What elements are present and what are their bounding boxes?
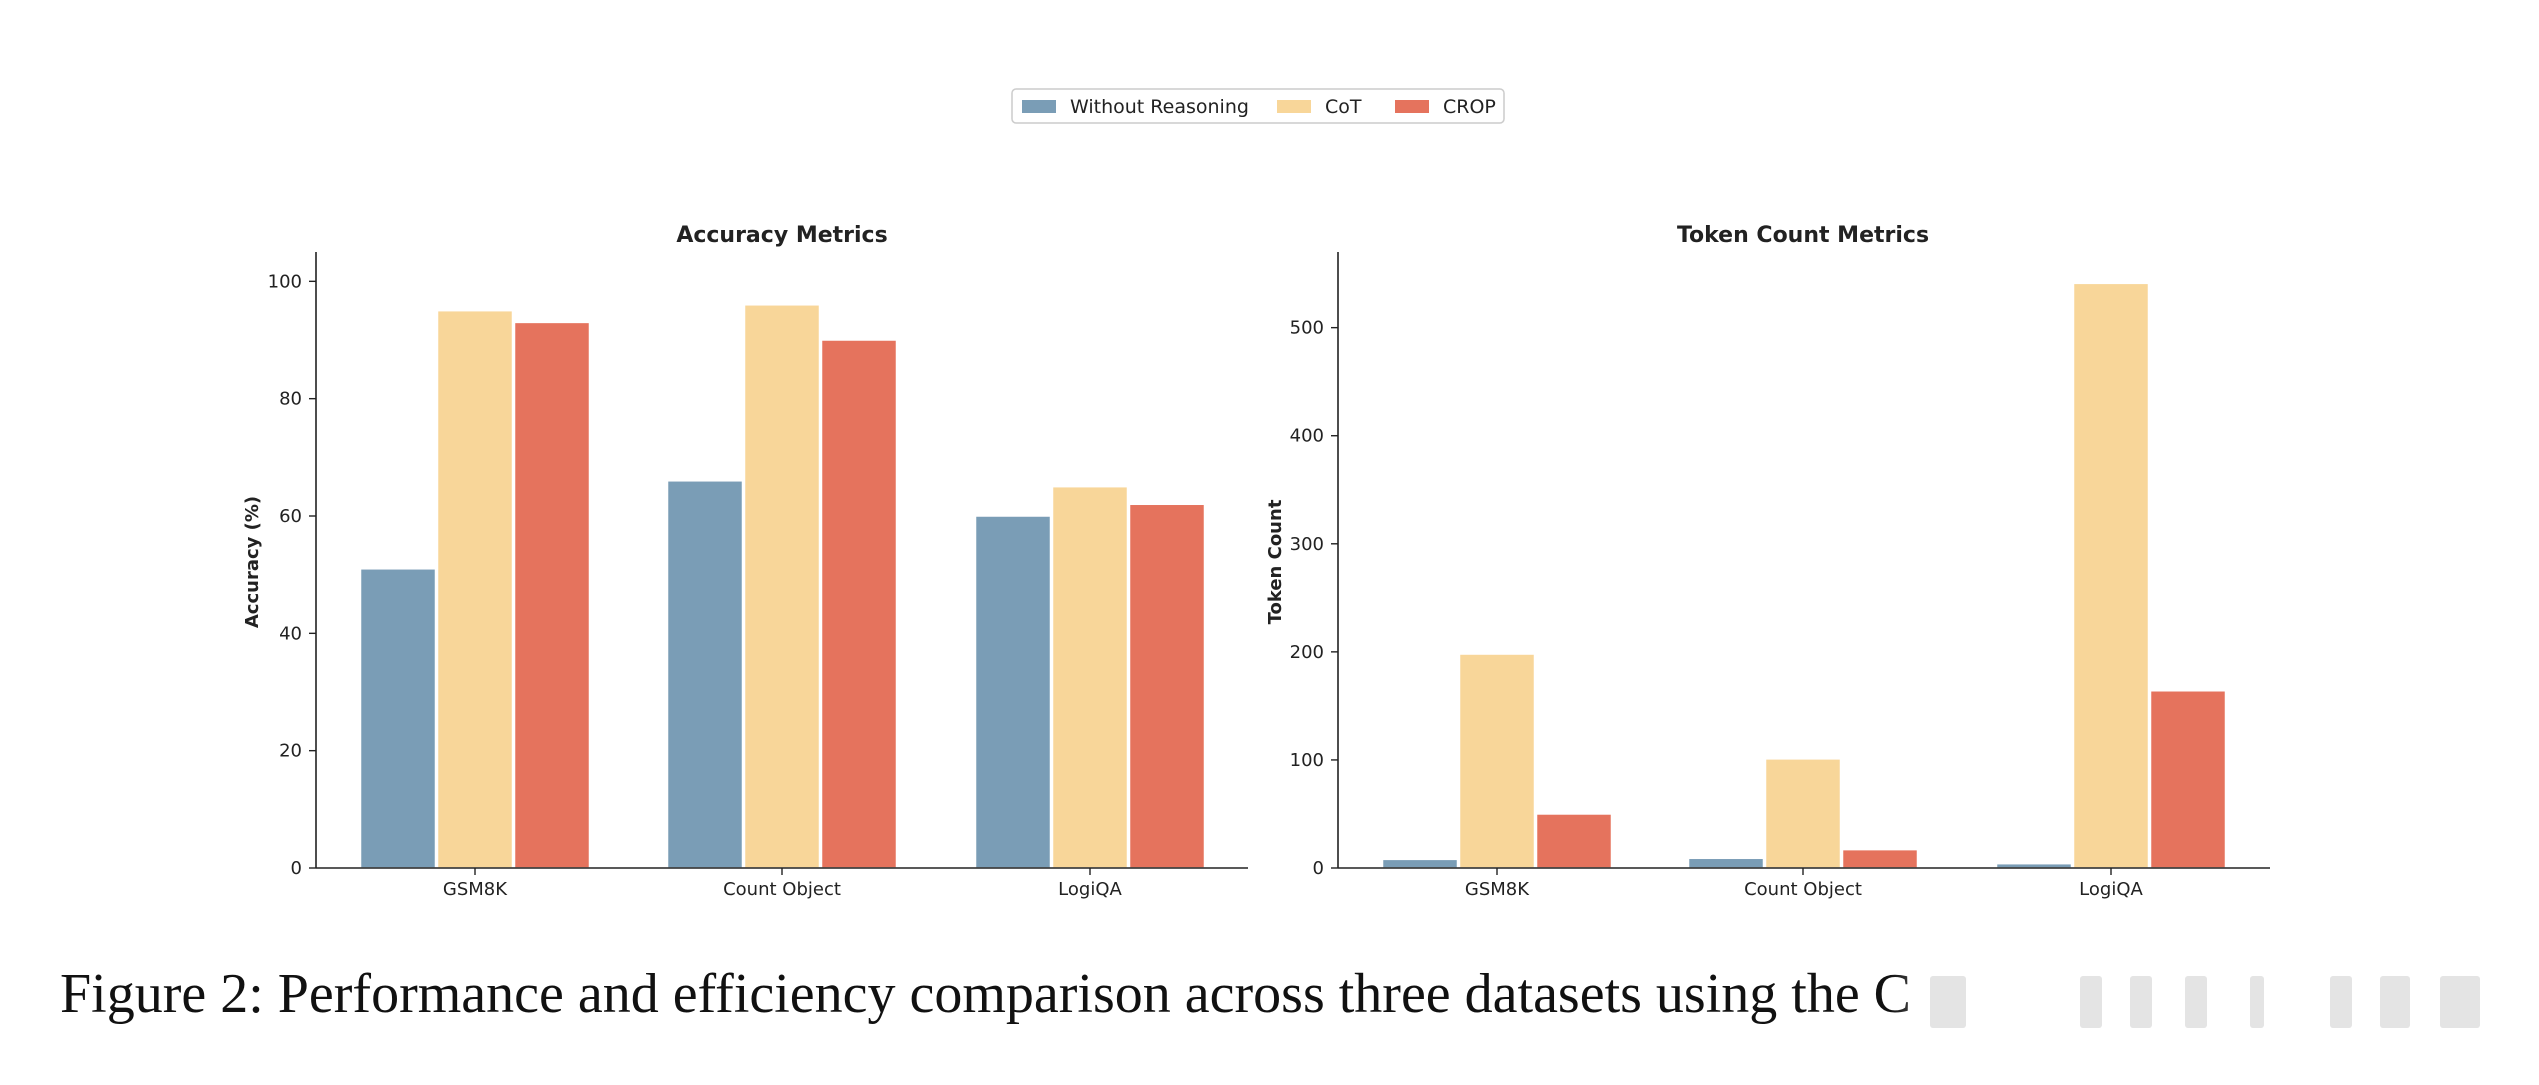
bar-without-reasoning-logiqa xyxy=(974,515,1052,869)
bar-without-reasoning-count-object xyxy=(666,480,744,869)
bar-crop-logiqa xyxy=(2149,690,2227,869)
y-tick-label: 400 xyxy=(1290,426,1324,447)
y-tick-label: 100 xyxy=(268,271,302,292)
caption-obscured-block xyxy=(2330,976,2352,1028)
x-tick-label: GSM8K xyxy=(1465,879,1530,900)
y-tick-label: 60 xyxy=(279,506,302,527)
bar-crop-gsm8k xyxy=(1535,813,1613,869)
x-tick-label: LogiQA xyxy=(2079,879,2143,900)
bar-cot-count-object xyxy=(743,304,821,869)
x-tick-label: Count Object xyxy=(1744,879,1862,900)
legend-label-cot: CoT xyxy=(1325,96,1362,118)
token-count-chart: Token Count Metrics Token Count 0 100 200 3… xyxy=(1265,223,2270,900)
bar-cot-logiqa xyxy=(1051,485,1129,869)
bar-without-reasoning-count-object xyxy=(1687,857,1765,869)
axes-accuracy: 0 20 40 60 80 100 GSM8K Count Object LogiQA xyxy=(268,252,1248,900)
y-tick-label: 40 xyxy=(279,623,302,644)
legend-swatch-cot xyxy=(1277,100,1311,113)
legend-frame xyxy=(1011,88,1505,124)
figure-caption: Figure 2: Performance and efficiency com… xyxy=(60,963,1912,1025)
bar-crop-logiqa xyxy=(1128,503,1206,869)
x-tick-label: Count Object xyxy=(723,879,841,900)
caption-obscured-block xyxy=(2080,976,2102,1028)
legend-label-without-reasoning: Without Reasoning xyxy=(1070,96,1249,118)
y-tick-label: 100 xyxy=(1290,750,1324,771)
legend: Without Reasoning CoT CROP xyxy=(1011,88,1505,124)
caption-obscured-block xyxy=(1930,976,1966,1028)
caption-obscured-block xyxy=(2380,976,2410,1028)
y-tick-label: 0 xyxy=(1313,858,1324,879)
x-tick-label: GSM8K xyxy=(443,879,508,900)
legend-swatch-crop xyxy=(1395,100,1429,113)
bar-crop-gsm8k xyxy=(513,321,591,869)
y-axis-label-token-count: Token Count xyxy=(1265,499,1286,624)
bars-token-count xyxy=(1381,282,2227,869)
bar-cot-gsm8k xyxy=(436,309,514,869)
y-tick-label: 0 xyxy=(291,858,302,879)
y-tick-label: 80 xyxy=(279,389,302,410)
y-tick-label: 500 xyxy=(1290,318,1324,339)
accuracy-chart: Accuracy Metrics Accuracy (%) 0 20 40 60 80 1… xyxy=(242,223,1248,900)
caption-obscured-block xyxy=(2185,976,2207,1028)
bar-crop-count-object xyxy=(1841,848,1919,869)
caption-obscured-block xyxy=(2250,976,2264,1028)
axes-token-count: 0 100 200 300 400 500 GSM8K Count Object LogiQA xyxy=(1290,252,2270,900)
bar-without-reasoning-gsm8k xyxy=(1381,858,1459,869)
caption-obscured-block xyxy=(2130,976,2152,1028)
legend-swatch-without-reasoning xyxy=(1022,100,1056,113)
y-tick-label: 20 xyxy=(279,741,302,762)
y-tick-label: 200 xyxy=(1290,642,1324,663)
y-tick-label: 300 xyxy=(1290,534,1324,555)
legend-label-crop: CROP xyxy=(1443,96,1496,118)
x-tick-label: LogiQA xyxy=(1058,879,1122,900)
caption-obscured-block xyxy=(2440,976,2480,1028)
chart-title-token-count: Token Count Metrics xyxy=(1677,223,1929,248)
bars-accuracy xyxy=(359,304,1206,869)
bar-without-reasoning-gsm8k xyxy=(359,568,437,869)
bar-cot-logiqa xyxy=(2072,282,2150,869)
chart-title-accuracy: Accuracy Metrics xyxy=(676,223,887,248)
y-axis-label-accuracy: Accuracy (%) xyxy=(242,496,263,628)
bar-crop-count-object xyxy=(820,339,898,869)
bar-cot-gsm8k xyxy=(1458,653,1536,869)
bar-cot-count-object xyxy=(1764,758,1842,869)
caption-fade-overlay xyxy=(1890,950,2539,1060)
